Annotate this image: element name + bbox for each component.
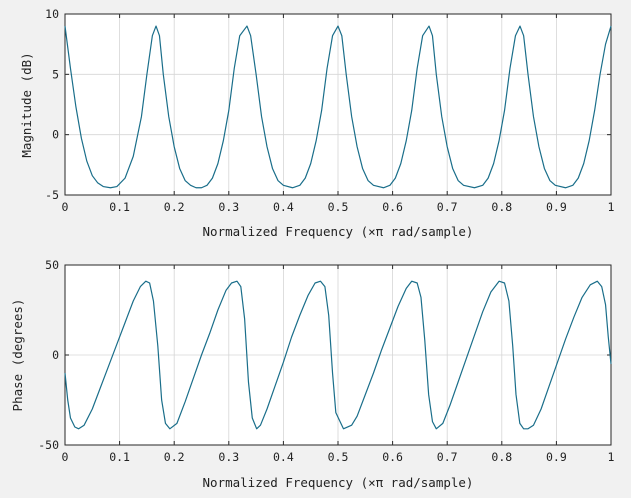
magnitude-x-tick-label: 0.1 bbox=[109, 200, 130, 214]
phase-x-tick-label: 0.8 bbox=[491, 450, 512, 464]
magnitude-series bbox=[64, 25, 612, 189]
magnitude-x-tick-label: 0.9 bbox=[546, 200, 567, 214]
phase-y-tick-label: -50 bbox=[38, 438, 59, 452]
phase-y-tick-label: 0 bbox=[52, 348, 59, 362]
magnitude-x-tick-label: 0.2 bbox=[164, 200, 185, 214]
phase-x-tick-label: 0.4 bbox=[273, 450, 294, 464]
phase-x-tick-label: 0.5 bbox=[328, 450, 349, 464]
magnitude-x-tick-label: 0.7 bbox=[437, 200, 458, 214]
magnitude-grid bbox=[65, 14, 611, 195]
magnitude-y-tick-label: 0 bbox=[52, 128, 59, 142]
phase-x-axis-label: Normalized Frequency (×π rad/sample) bbox=[203, 475, 474, 490]
magnitude-y-tick-label: 5 bbox=[52, 67, 59, 81]
phase-grid bbox=[65, 265, 611, 445]
magnitude-x-tick-label: 0.8 bbox=[491, 200, 512, 214]
phase-x-tick-label: 0 bbox=[62, 450, 69, 464]
phase-y-tick-label: 50 bbox=[45, 258, 59, 272]
phase-x-tick-label: 0.9 bbox=[546, 450, 567, 464]
magnitude-x-tick-label: 0.3 bbox=[218, 200, 239, 214]
magnitude-x-tick-label: 1 bbox=[608, 200, 615, 214]
phase-x-tick-label: 0.2 bbox=[164, 450, 185, 464]
phase-series bbox=[64, 280, 612, 430]
phase-x-tick-label: 0.7 bbox=[437, 450, 458, 464]
phase-x-tick-label: 1 bbox=[608, 450, 615, 464]
magnitude-series-line bbox=[64, 25, 612, 189]
phase-x-tick-label: 0.1 bbox=[109, 450, 130, 464]
magnitude-x-axis-label: Normalized Frequency (×π rad/sample) bbox=[203, 224, 474, 239]
magnitude-x-tick-label: 0.6 bbox=[382, 200, 403, 214]
phase-y-axis-label: Phase (degrees) bbox=[10, 299, 25, 412]
magnitude-y-tick-label: -5 bbox=[45, 188, 59, 202]
magnitude-x-tick-label: 0 bbox=[62, 200, 69, 214]
magnitude-y-axis-label: Magnitude (dB) bbox=[19, 52, 34, 157]
magnitude-x-tick-label: 0.5 bbox=[328, 200, 349, 214]
magnitude-y-tick-label: 10 bbox=[45, 7, 59, 21]
magnitude-x-tick-label: 0.4 bbox=[273, 200, 294, 214]
phase-x-tick-label: 0.3 bbox=[218, 450, 239, 464]
phase-series-line bbox=[64, 280, 612, 430]
phase-x-tick-label: 0.6 bbox=[382, 450, 403, 464]
